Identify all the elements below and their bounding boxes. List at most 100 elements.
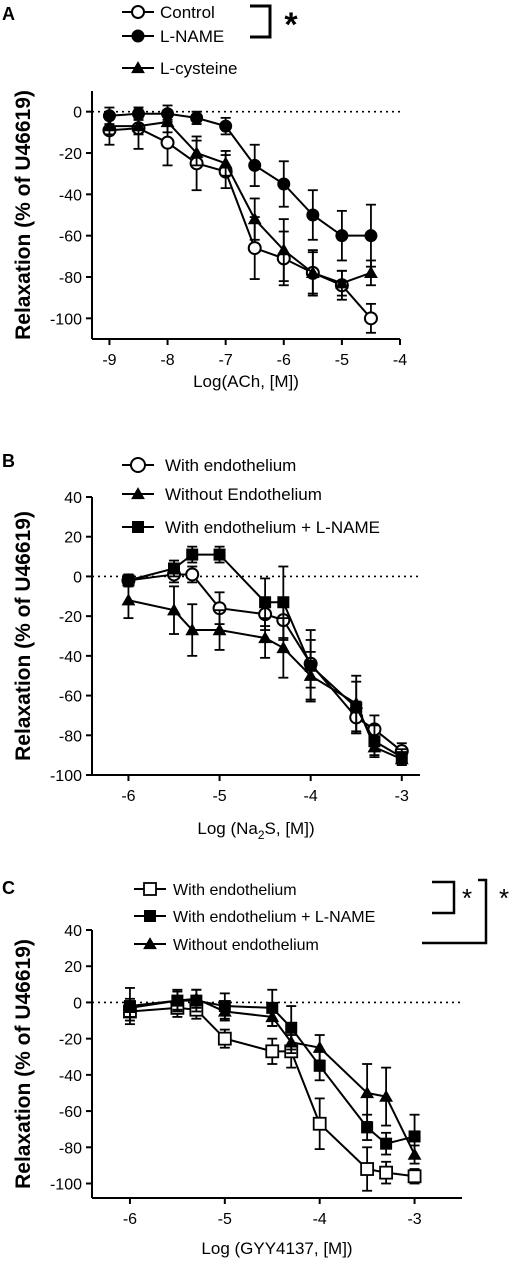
y-tick-label: -80 bbox=[59, 270, 82, 287]
x-tick-label: -5 bbox=[218, 1211, 232, 1228]
y-tick-label: -80 bbox=[59, 1140, 82, 1157]
data-point bbox=[218, 156, 233, 169]
legend-label: Without Endothelium bbox=[165, 485, 322, 504]
data-point bbox=[160, 115, 175, 128]
data-point bbox=[219, 119, 233, 133]
x-axis-label-prefix: Log (Na bbox=[197, 819, 258, 838]
y-axis-label: Relaxation (% of U46619) bbox=[12, 90, 35, 340]
data-point bbox=[131, 119, 146, 132]
panel-label: B bbox=[2, 451, 15, 471]
x-tick-label: -4 bbox=[393, 352, 407, 369]
data-point bbox=[170, 993, 185, 1006]
data-point bbox=[217, 1004, 232, 1017]
data-point bbox=[185, 567, 200, 582]
panel-b: B 40 20 0 -20 -40 -60 -80 -100 -6 -5 -4 -3 Relaxation… bbox=[2, 451, 420, 842]
series-line bbox=[129, 997, 416, 1155]
series-control bbox=[102, 106, 378, 334]
data-point bbox=[217, 1031, 232, 1046]
panel-label: C bbox=[2, 878, 15, 898]
data-point bbox=[121, 593, 136, 606]
x-axis-label-suffix: S, [M]) bbox=[265, 819, 315, 838]
data-point bbox=[189, 991, 204, 1004]
significance-star-inner: * bbox=[462, 883, 472, 913]
data-point bbox=[363, 311, 378, 326]
data-point bbox=[361, 1121, 374, 1134]
data-point bbox=[334, 276, 349, 289]
series-line bbox=[129, 1006, 415, 1178]
data-point bbox=[284, 1035, 299, 1048]
data-point bbox=[395, 751, 408, 764]
legend-marker bbox=[143, 882, 157, 896]
series-line bbox=[109, 120, 372, 285]
y-tick-label: -100 bbox=[50, 311, 82, 328]
data-point bbox=[276, 243, 291, 256]
data-point bbox=[258, 631, 273, 644]
panel-label: A bbox=[2, 4, 15, 24]
data-point bbox=[248, 158, 262, 172]
x-tick-label: -4 bbox=[313, 1211, 327, 1228]
x-tick-label: -6 bbox=[121, 788, 135, 805]
significance-bracket-outer bbox=[422, 878, 488, 945]
data-point bbox=[277, 596, 290, 609]
y-tick-label: 20 bbox=[64, 530, 82, 547]
data-point bbox=[102, 119, 117, 132]
x-axis-label-subscript: 2 bbox=[258, 828, 265, 842]
data-point bbox=[368, 735, 381, 748]
x-tick-label: -6 bbox=[277, 352, 291, 369]
data-point bbox=[408, 1130, 421, 1143]
y-tick-label: -60 bbox=[59, 689, 82, 706]
legend-marker bbox=[144, 910, 156, 922]
x-tick-label: -8 bbox=[160, 352, 174, 369]
data-point bbox=[185, 623, 200, 636]
data-point bbox=[167, 603, 181, 616]
significance-bracket-inner bbox=[432, 880, 456, 915]
y-tick-label: -80 bbox=[59, 728, 82, 745]
legend-marker bbox=[131, 487, 145, 500]
data-point bbox=[350, 701, 363, 714]
y-tick-label: -20 bbox=[59, 146, 82, 163]
series-without-endothelium bbox=[123, 988, 422, 1165]
data-point bbox=[212, 623, 227, 636]
legend-marker bbox=[132, 521, 144, 533]
series-line bbox=[128, 553, 403, 758]
x-tick-label: -6 bbox=[123, 1211, 137, 1228]
data-point bbox=[213, 548, 226, 561]
data-point bbox=[335, 229, 349, 243]
y-tick-label: -100 bbox=[50, 768, 82, 785]
legend-marker bbox=[131, 61, 145, 74]
data-point bbox=[379, 1089, 394, 1102]
data-point bbox=[360, 1086, 375, 1099]
x-tick-label: -7 bbox=[219, 352, 233, 369]
y-axis-label: Relaxation (% of U46619) bbox=[12, 511, 35, 761]
significance-bracket bbox=[250, 4, 272, 39]
significance-star-outer: * bbox=[499, 883, 509, 913]
x-tick-label: -5 bbox=[212, 788, 226, 805]
y-tick-label: -60 bbox=[59, 229, 82, 246]
legend-marker bbox=[131, 29, 145, 43]
data-point bbox=[407, 1147, 422, 1160]
x-tick-label: -4 bbox=[304, 788, 318, 805]
data-point bbox=[312, 1116, 327, 1131]
legend-label: With endothelium bbox=[173, 882, 297, 899]
x-tick-label: -5 bbox=[335, 352, 349, 369]
y-tick-label: 40 bbox=[64, 923, 82, 940]
y-tick-label: -40 bbox=[59, 187, 82, 204]
data-point bbox=[265, 1010, 280, 1023]
legend-label: L-cysteine bbox=[160, 59, 237, 78]
data-point bbox=[379, 1165, 394, 1180]
data-point bbox=[277, 177, 291, 191]
y-tick-label: 0 bbox=[73, 569, 82, 586]
legend-marker bbox=[143, 937, 157, 950]
x-tick-label: -3 bbox=[407, 1211, 421, 1228]
data-point bbox=[407, 1169, 422, 1184]
x-axis-label: Log (GYY4137, [M]) bbox=[201, 1239, 352, 1258]
series-line bbox=[109, 127, 372, 319]
data-point bbox=[122, 574, 135, 587]
data-point bbox=[306, 208, 320, 222]
y-tick-label: 0 bbox=[73, 105, 82, 122]
data-point bbox=[364, 265, 378, 279]
y-tick-label: -40 bbox=[59, 649, 82, 666]
significance-star: * bbox=[284, 6, 298, 44]
y-tick-label: 20 bbox=[64, 959, 82, 976]
y-tick-label: -60 bbox=[59, 1104, 82, 1121]
